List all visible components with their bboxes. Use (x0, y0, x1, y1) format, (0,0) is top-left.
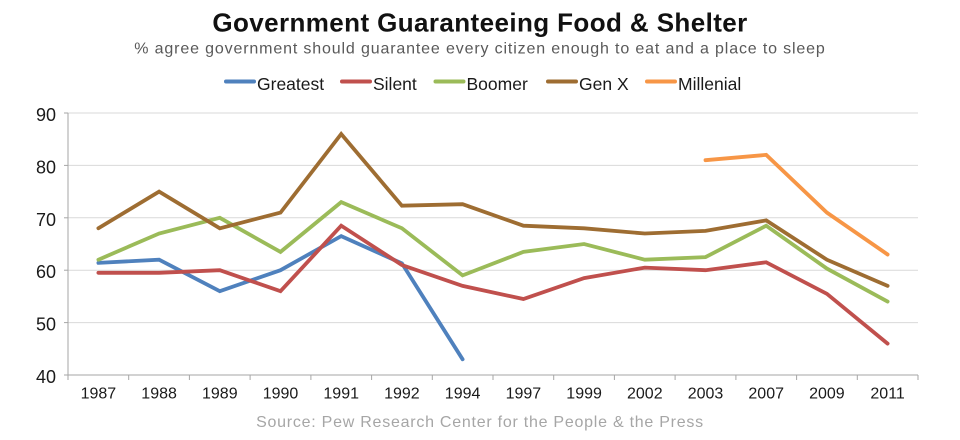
svg-text:40: 40 (36, 367, 56, 387)
svg-text:60: 60 (36, 262, 56, 282)
svg-text:1992: 1992 (384, 386, 420, 403)
svg-text:1997: 1997 (506, 386, 542, 403)
svg-text:1999: 1999 (566, 386, 602, 403)
svg-text:80: 80 (36, 157, 56, 177)
svg-text:Source: Pew Research Center fo: Source: Pew Research Center for the Peop… (256, 414, 704, 431)
svg-text:Gen X: Gen X (579, 74, 629, 94)
svg-text:Greatest: Greatest (257, 74, 324, 94)
svg-text:1989: 1989 (202, 386, 238, 403)
svg-text:2011: 2011 (870, 386, 905, 403)
svg-text:2002: 2002 (627, 386, 663, 403)
svg-text:1991: 1991 (323, 386, 359, 403)
svg-text:90: 90 (36, 105, 56, 125)
svg-text:Silent: Silent (373, 74, 417, 94)
svg-text:1990: 1990 (263, 386, 299, 403)
svg-text:70: 70 (36, 210, 56, 230)
svg-text:1988: 1988 (141, 386, 177, 403)
svg-text:50: 50 (36, 315, 56, 335)
svg-text:Boomer: Boomer (467, 74, 528, 94)
svg-text:Government Guaranteeing Food &: Government Guaranteeing Food & Shelter (212, 8, 747, 38)
svg-text:2009: 2009 (809, 386, 845, 403)
svg-text:2007: 2007 (748, 386, 784, 403)
svg-text:Millenial: Millenial (678, 74, 741, 94)
svg-text:1987: 1987 (81, 386, 117, 403)
svg-text:% agree government should guar: % agree government should guarantee ever… (134, 41, 825, 58)
svg-text:1994: 1994 (445, 386, 481, 403)
svg-text:2003: 2003 (688, 386, 724, 403)
